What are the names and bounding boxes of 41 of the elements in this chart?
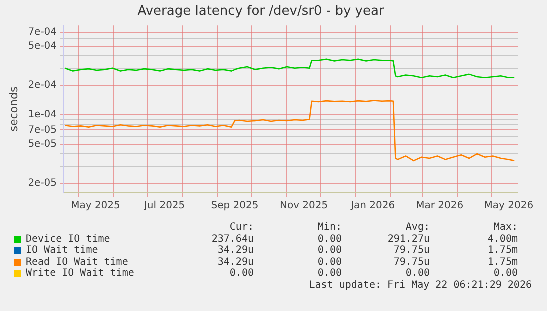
- text: 0.00: [492, 268, 518, 280]
- y-tick-label: 7e-05: [28, 124, 58, 136]
- legend-label: IO Wait time: [26, 245, 100, 256]
- y-tick-label: 2e-04: [28, 80, 58, 92]
- text: 79.75u: [392, 245, 430, 256]
- text: Avg:: [404, 222, 430, 234]
- text: 0.00: [316, 256, 342, 268]
- text: 0.00: [228, 268, 254, 280]
- y-tick-label: 5e-05: [28, 139, 58, 150]
- x-tick-label: Mar 2026: [416, 200, 464, 212]
- y-axis-title: seconds: [7, 86, 20, 132]
- text: Max:: [492, 222, 518, 234]
- text: 0.00: [316, 245, 342, 256]
- legend-label: Read IO Wait time: [26, 256, 130, 268]
- text: 237.64u: [210, 234, 254, 245]
- y-tick-label: 1e-04: [28, 110, 58, 121]
- text: Cur:: [228, 222, 254, 234]
- text: 79.75u: [392, 256, 430, 268]
- x-tick-label: Nov 2025: [280, 200, 328, 212]
- text: 0.00: [316, 234, 342, 245]
- text: 0.00: [405, 268, 430, 280]
- legend-label: Device IO time: [26, 234, 112, 245]
- x-tick-label: May 2025: [71, 200, 120, 212]
- text: 1.75m: [486, 245, 518, 256]
- text: 4.00m: [486, 234, 518, 245]
- x-tick-label: Jul 2025: [143, 200, 186, 212]
- y-tick-label: 7e-04: [28, 26, 58, 38]
- text: Min:: [316, 222, 342, 234]
- chart-title: Average latency for /dev/sr0 - by year: [138, 4, 385, 20]
- x-tick-label: Jan 2026: [350, 200, 396, 212]
- text: 1.75m: [486, 256, 518, 268]
- y-tick-label: 2e-05: [28, 178, 58, 190]
- x-tick-label: May 2026: [484, 200, 534, 212]
- text: 0.00: [316, 268, 342, 280]
- legend-label: Write IO Wait time: [26, 268, 136, 280]
- text: 34.29u: [216, 256, 254, 268]
- text: 291.27u: [386, 234, 430, 245]
- text: Last update: Fri May 22 06:21:29 2026: [308, 280, 532, 291]
- x-tick-label: Sep 2025: [211, 200, 259, 212]
- text: 34.29u: [216, 245, 254, 256]
- y-tick-label: 5e-04: [28, 41, 58, 52]
